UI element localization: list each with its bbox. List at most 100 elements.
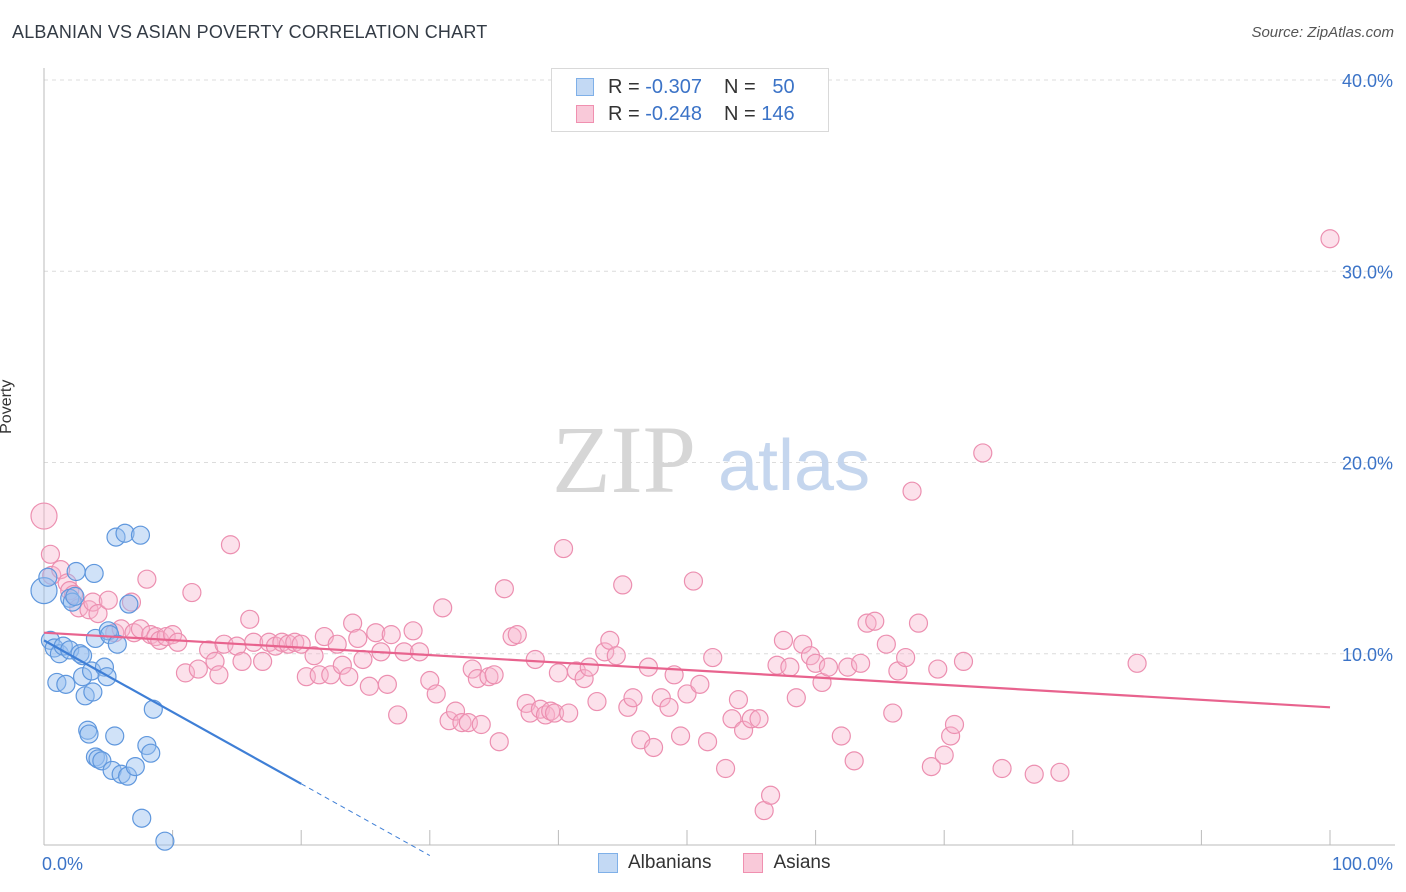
asian-point[interactable] bbox=[426, 684, 446, 704]
asian-point[interactable] bbox=[741, 709, 761, 729]
asian-point[interactable] bbox=[618, 697, 638, 717]
asian-point[interactable] bbox=[831, 726, 851, 746]
asian-point[interactable] bbox=[253, 651, 273, 672]
asian-point[interactable] bbox=[908, 613, 929, 633]
asian-point[interactable] bbox=[613, 575, 633, 595]
asian-point[interactable] bbox=[240, 609, 260, 629]
asian-point[interactable] bbox=[896, 647, 916, 668]
asian-point[interactable] bbox=[525, 649, 545, 670]
albanian-point[interactable] bbox=[56, 674, 76, 694]
asian-point[interactable] bbox=[623, 688, 643, 708]
asian-point[interactable] bbox=[1127, 653, 1147, 673]
asian-point[interactable] bbox=[683, 571, 704, 591]
asian-point[interactable] bbox=[1024, 764, 1044, 784]
asian-point[interactable] bbox=[88, 603, 108, 624]
asian-point[interactable] bbox=[445, 701, 466, 721]
asian-point[interactable] bbox=[137, 569, 157, 589]
asian-point[interactable] bbox=[670, 726, 691, 746]
asian-point[interactable] bbox=[489, 732, 509, 752]
asian-point[interactable] bbox=[677, 684, 697, 704]
asian-point[interactable] bbox=[865, 611, 885, 631]
asian-point[interactable] bbox=[838, 657, 858, 677]
asian-point[interactable] bbox=[359, 676, 379, 696]
albanian-point[interactable] bbox=[107, 634, 127, 654]
asian-point[interactable] bbox=[733, 720, 754, 740]
asian-point[interactable] bbox=[760, 785, 781, 805]
asian-point[interactable] bbox=[60, 581, 80, 601]
asian-point[interactable] bbox=[544, 703, 565, 723]
asian-point[interactable] bbox=[232, 651, 252, 672]
asian-point[interactable] bbox=[548, 663, 569, 683]
albanian-point[interactable] bbox=[99, 625, 120, 645]
asian-point[interactable] bbox=[973, 443, 993, 463]
asian-point[interactable] bbox=[394, 642, 414, 662]
asian-point[interactable] bbox=[715, 758, 736, 779]
asian-point[interactable] bbox=[559, 703, 579, 723]
asian-point[interactable] bbox=[606, 646, 626, 666]
asian-point[interactable] bbox=[844, 751, 864, 771]
albanian-point[interactable] bbox=[65, 586, 85, 606]
asian-point[interactable] bbox=[377, 674, 397, 694]
legend-item-albanians[interactable]: Albanians bbox=[598, 852, 711, 874]
asian-point[interactable] bbox=[953, 651, 974, 672]
albanian-point[interactable] bbox=[84, 563, 104, 584]
asian-point[interactable] bbox=[934, 745, 954, 765]
asian-point[interactable] bbox=[643, 737, 664, 758]
asian-point[interactable] bbox=[220, 535, 241, 555]
asian-point[interactable] bbox=[1050, 762, 1070, 782]
albanian-point[interactable] bbox=[119, 594, 139, 614]
asian-point[interactable] bbox=[168, 632, 188, 652]
asian-point[interactable] bbox=[773, 630, 794, 650]
asian-point[interactable] bbox=[851, 653, 871, 673]
albanian-point[interactable] bbox=[132, 808, 152, 828]
asian-point[interactable] bbox=[587, 691, 607, 712]
asian-point[interactable] bbox=[928, 659, 948, 679]
asian-point[interactable] bbox=[857, 613, 877, 633]
asian-point[interactable] bbox=[659, 697, 679, 717]
albanian-point[interactable] bbox=[105, 726, 125, 746]
asian-point[interactable] bbox=[182, 582, 202, 603]
asian-point[interactable] bbox=[876, 634, 896, 654]
asian-point[interactable] bbox=[780, 657, 800, 677]
asian-point[interactable] bbox=[30, 502, 58, 530]
asian-point[interactable] bbox=[462, 659, 482, 679]
asian-point[interactable] bbox=[818, 657, 839, 677]
asian-point[interactable] bbox=[339, 667, 359, 687]
asian-point[interactable] bbox=[697, 732, 718, 752]
asian-point[interactable] bbox=[921, 756, 941, 777]
albanian-point[interactable] bbox=[115, 523, 135, 543]
asian-point[interactable] bbox=[883, 703, 903, 723]
albanian-point[interactable] bbox=[117, 766, 138, 786]
asian-point[interactable] bbox=[433, 598, 453, 618]
asian-point[interactable] bbox=[703, 647, 723, 668]
asian-point[interactable] bbox=[403, 621, 423, 641]
albanian-point[interactable] bbox=[79, 724, 99, 744]
asian-point[interactable] bbox=[452, 712, 472, 733]
asian-point[interactable] bbox=[471, 714, 491, 735]
asian-point[interactable] bbox=[595, 642, 615, 662]
asian-point[interactable] bbox=[388, 705, 408, 725]
legend-item-asians[interactable]: Asians bbox=[743, 852, 830, 874]
asian-point[interactable] bbox=[566, 661, 587, 681]
asian-point[interactable] bbox=[786, 688, 806, 708]
albanian-point[interactable] bbox=[130, 525, 151, 545]
asian-point[interactable] bbox=[188, 659, 208, 679]
asian-point[interactable] bbox=[520, 703, 540, 723]
asian-point[interactable] bbox=[209, 665, 229, 685]
asian-point[interactable] bbox=[494, 579, 514, 599]
asian-point[interactable] bbox=[83, 592, 103, 612]
asian-point[interactable] bbox=[309, 665, 329, 685]
asian-point[interactable] bbox=[579, 657, 599, 677]
asian-point[interactable] bbox=[409, 642, 430, 662]
asian-point[interactable] bbox=[343, 613, 363, 633]
asian-point[interactable] bbox=[304, 646, 324, 666]
asian-point[interactable] bbox=[722, 709, 742, 729]
asian-point[interactable] bbox=[749, 709, 769, 729]
asian-point[interactable] bbox=[1320, 229, 1340, 249]
asian-point[interactable] bbox=[366, 623, 386, 643]
asian-point[interactable] bbox=[381, 625, 401, 645]
asian-point[interactable] bbox=[146, 626, 166, 647]
asian-point[interactable] bbox=[353, 649, 373, 670]
asian-point[interactable] bbox=[484, 665, 504, 685]
albanian-point[interactable] bbox=[30, 577, 58, 605]
